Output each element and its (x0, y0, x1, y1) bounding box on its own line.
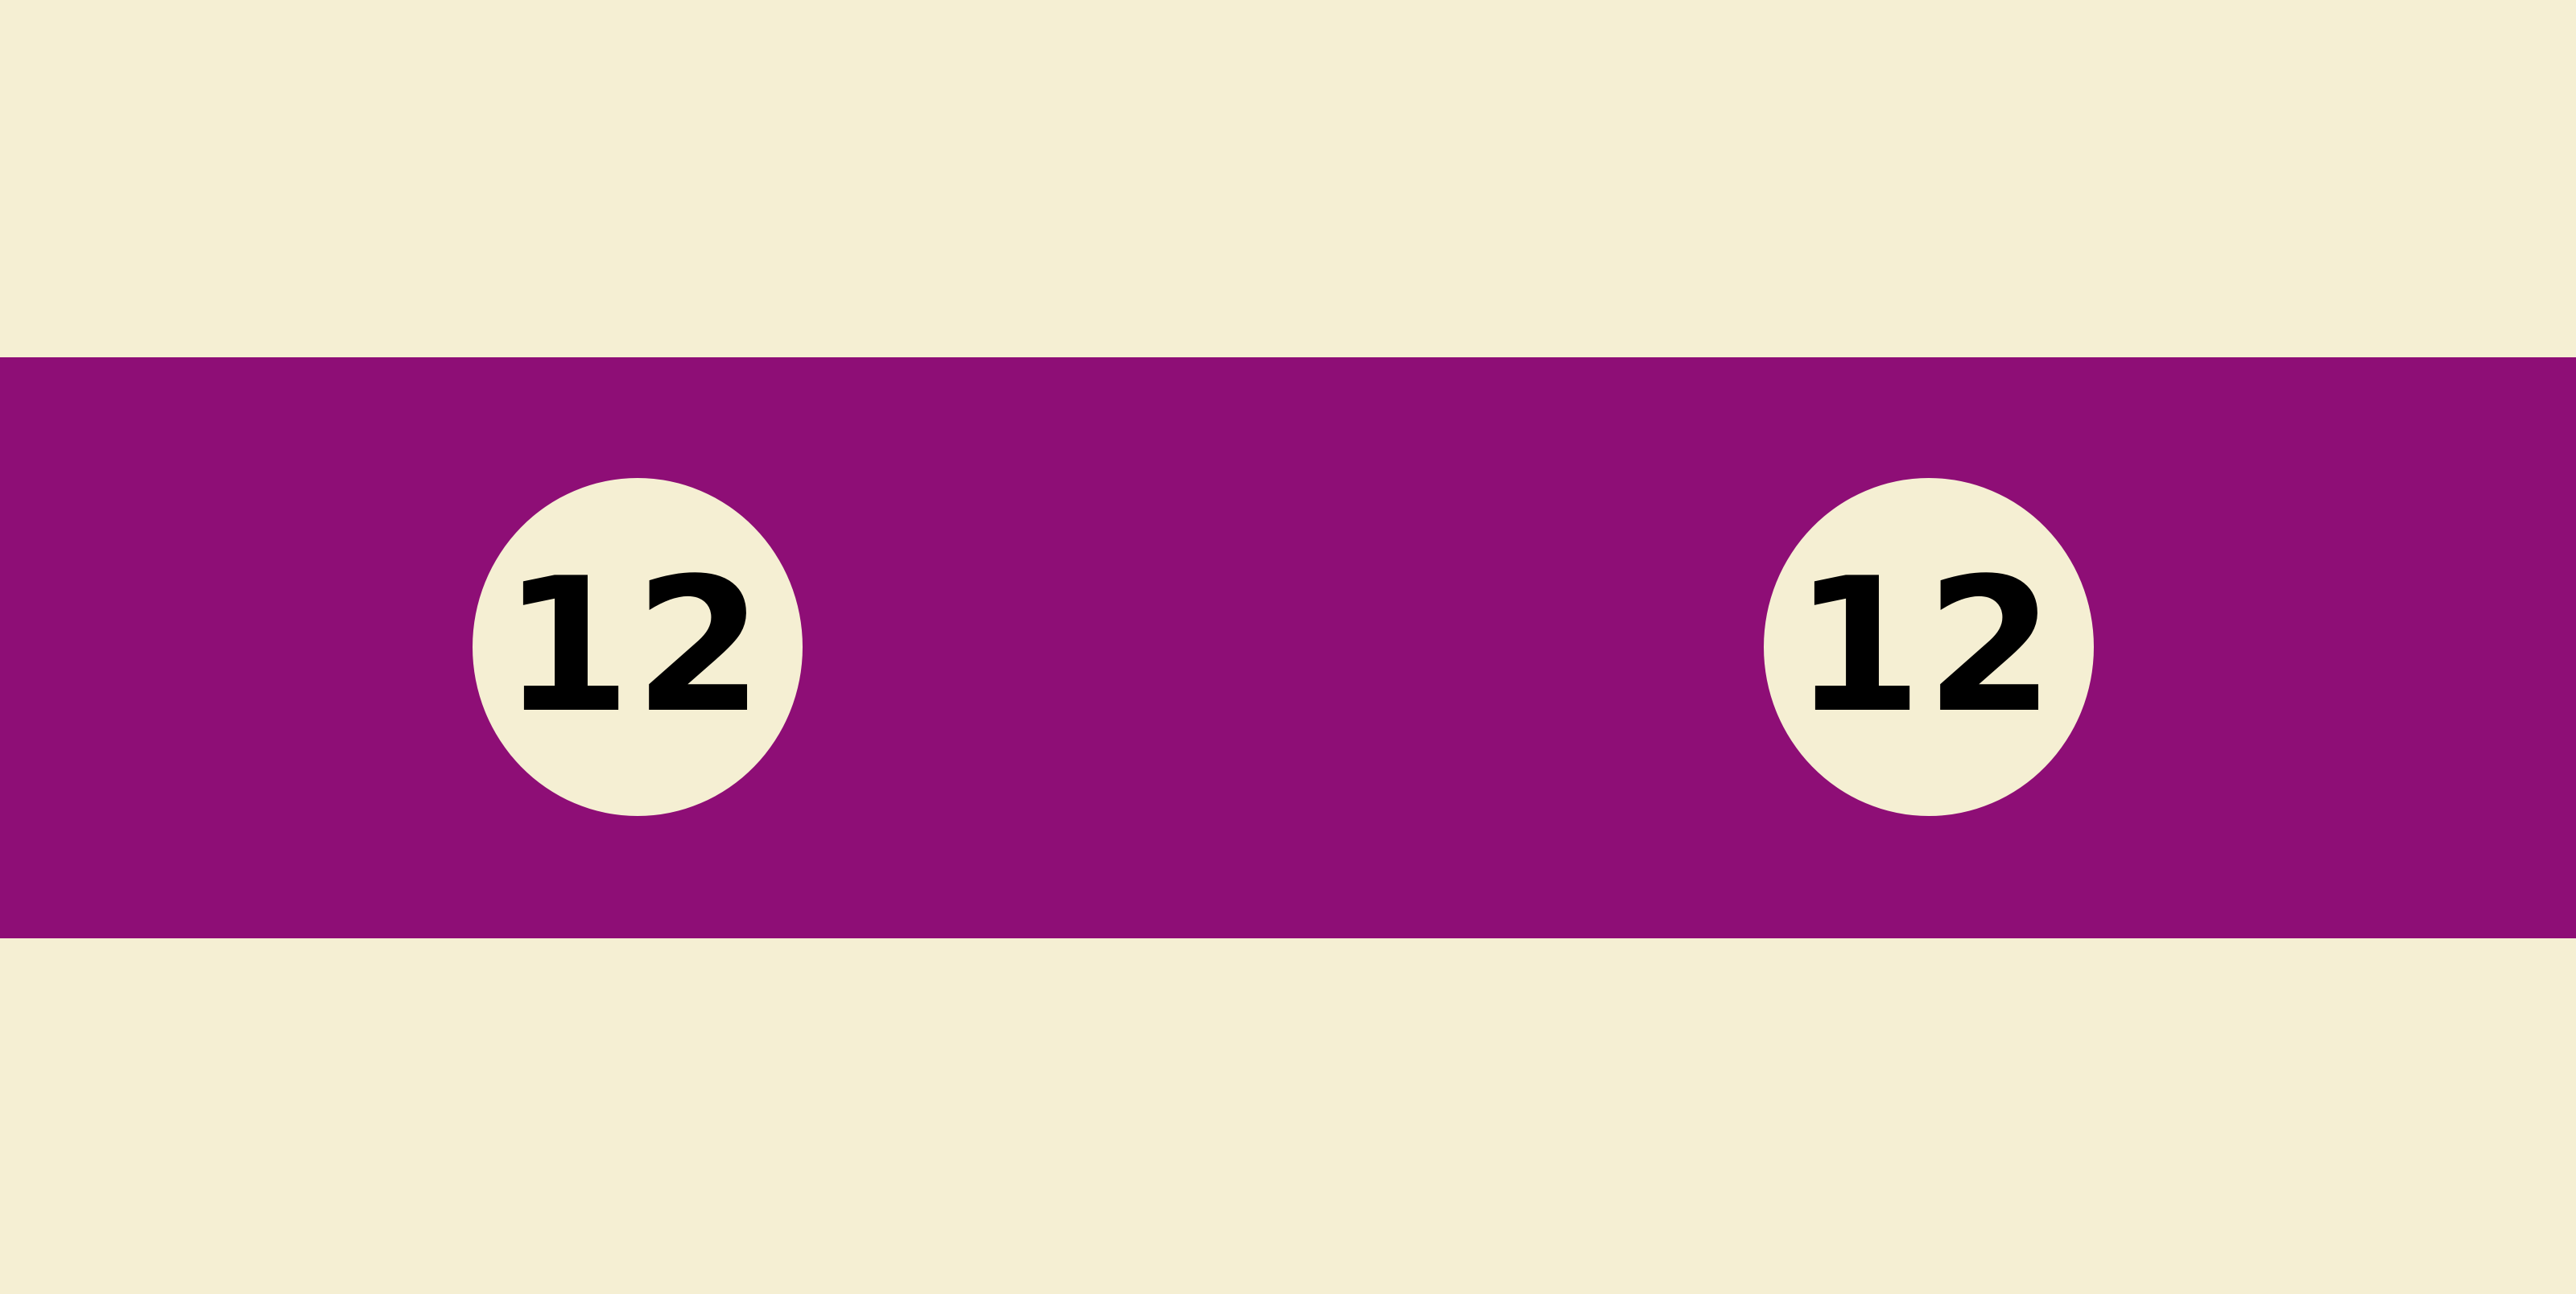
purple-stripe-band (0, 357, 2576, 938)
number-circle-right: 12 (1764, 478, 2094, 816)
ball-number-left: 12 (502, 539, 767, 754)
number-circle-left: 12 (473, 478, 803, 816)
ball-number-right: 12 (1793, 539, 2058, 754)
